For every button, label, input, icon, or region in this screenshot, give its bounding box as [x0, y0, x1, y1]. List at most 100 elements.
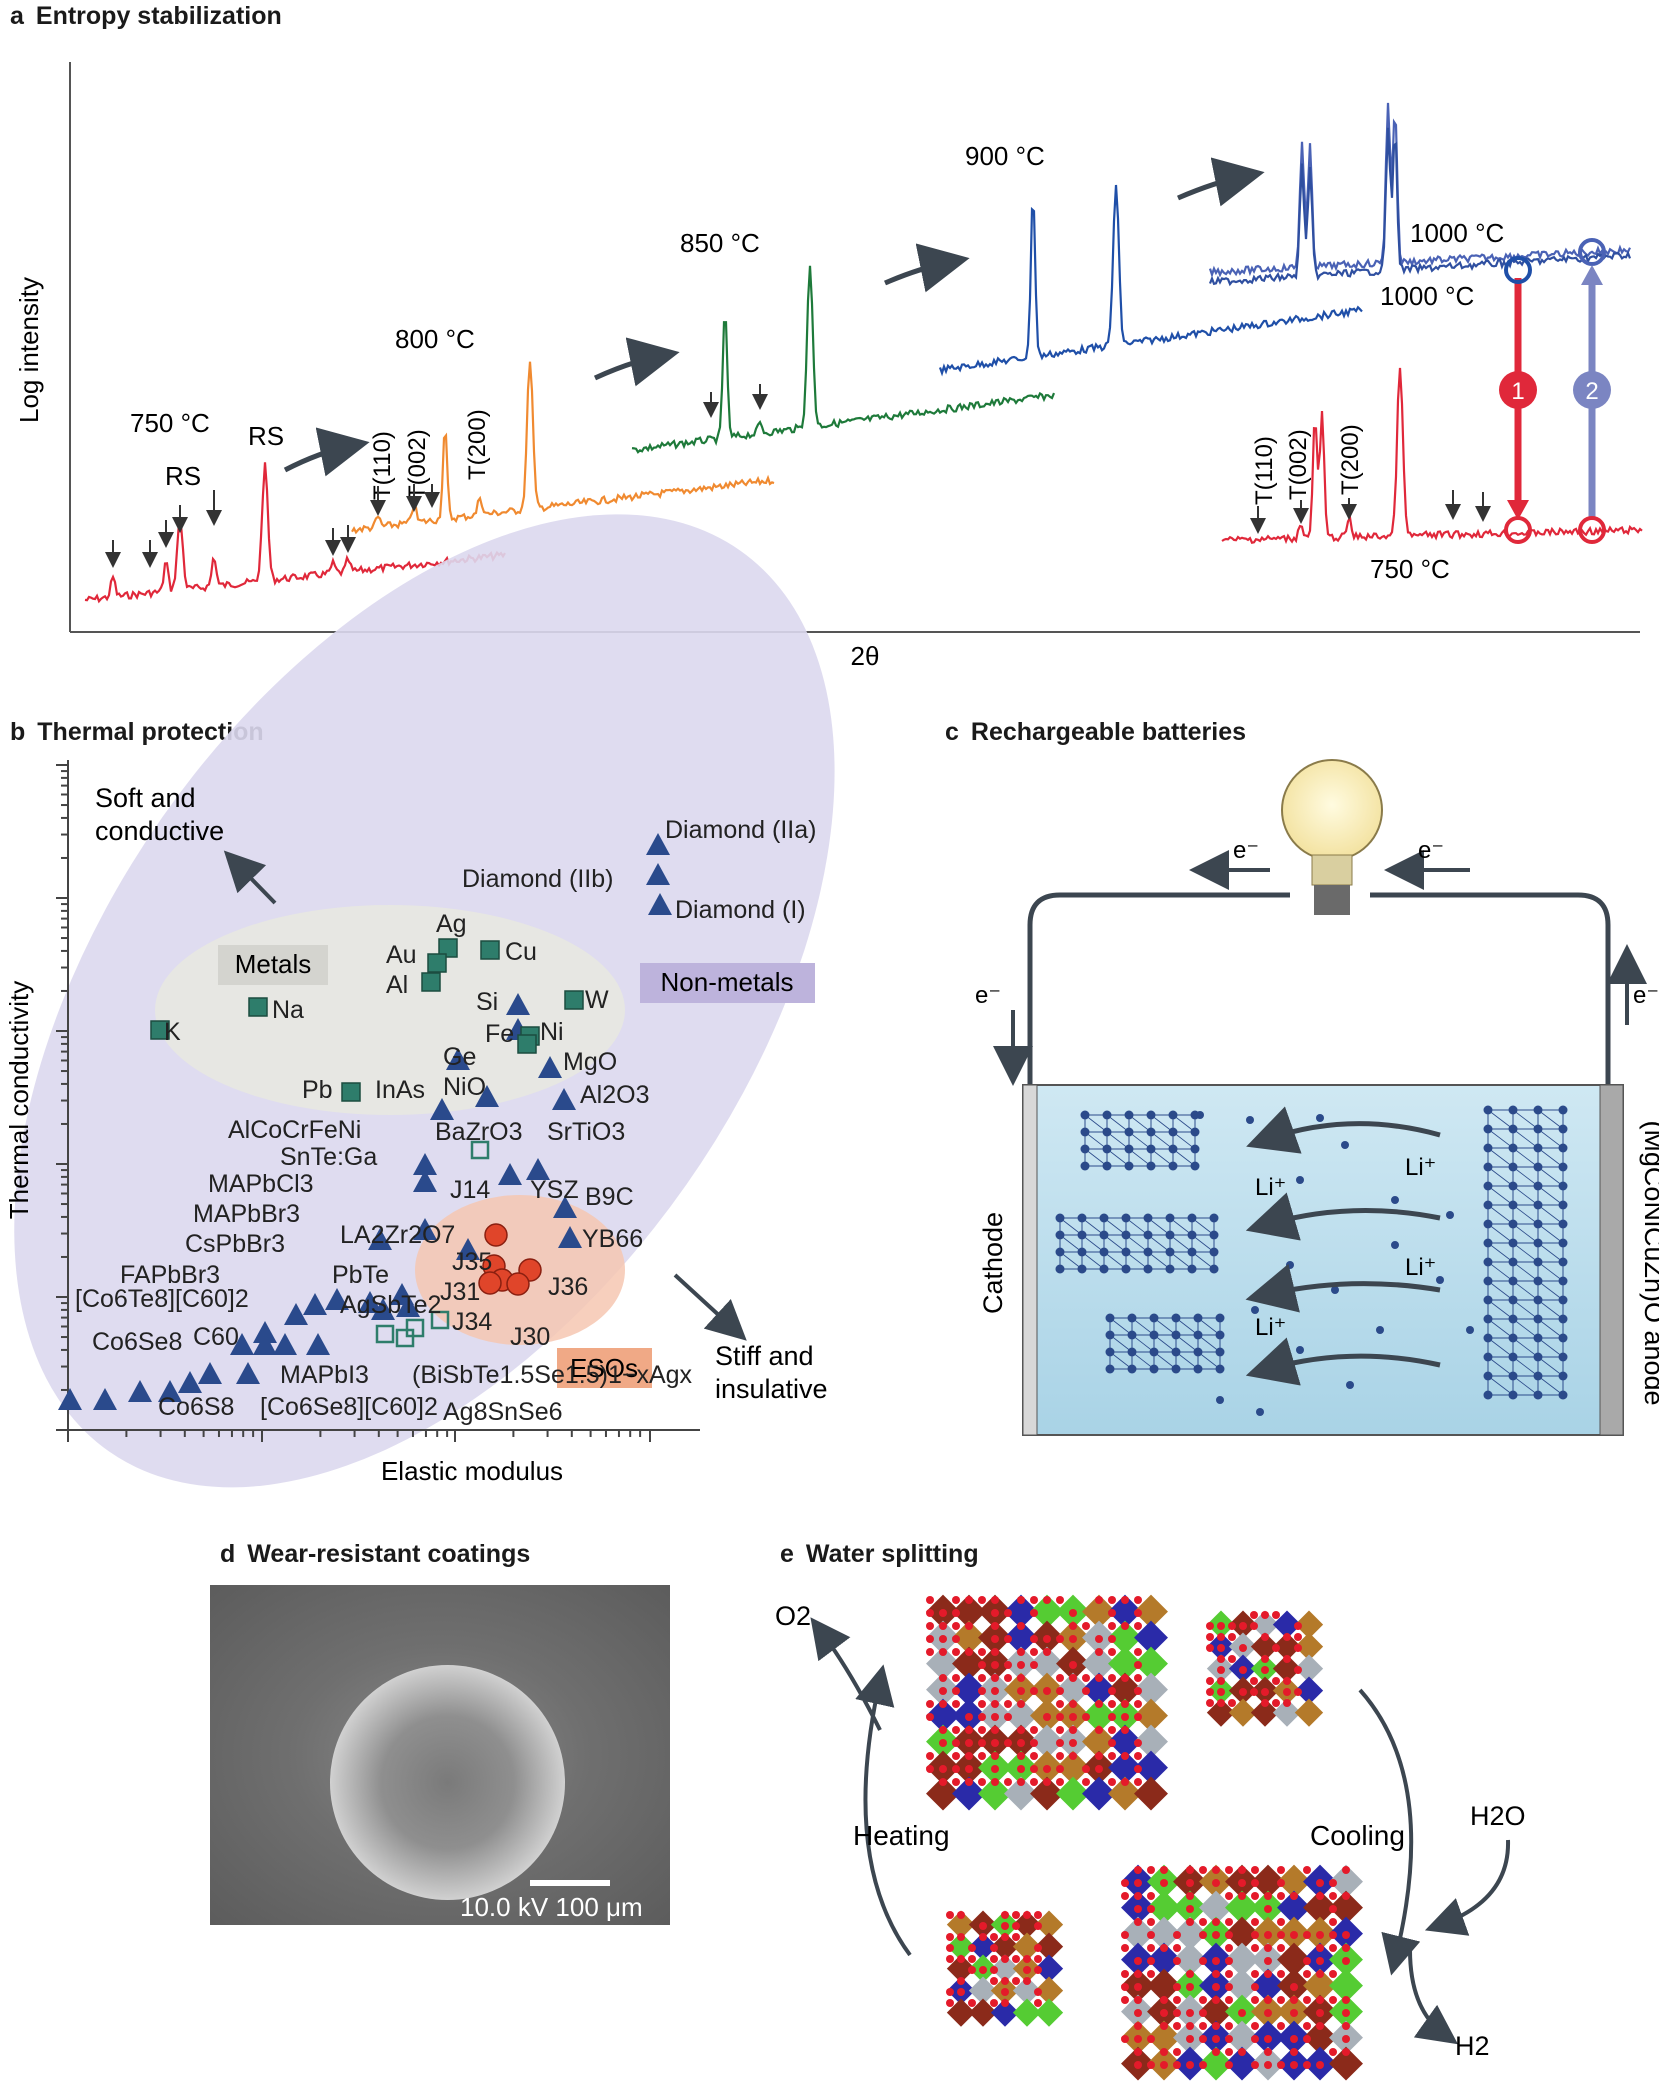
- o2-label: O2: [775, 1601, 811, 1631]
- panel-a-xlabel: 2θ: [851, 641, 880, 671]
- lattice-bond: [1103, 1251, 1127, 1270]
- label-mapbbr3: MAPbBr3: [193, 1200, 300, 1228]
- oxygen-atom: [1030, 1596, 1038, 1604]
- lattice-atom: [1483, 1390, 1493, 1400]
- lattice-bond: [1106, 1148, 1130, 1167]
- polyhedron: [1250, 1698, 1280, 1727]
- oxygen-atom: [1043, 1635, 1051, 1643]
- oxygen-atom: [1283, 1688, 1291, 1696]
- lattice-bond: [1147, 1217, 1171, 1236]
- panel-c-title: c Rechargeable batteries: [945, 718, 1247, 746]
- transition-arrows: [283, 157, 1265, 477]
- polyhedron: [1030, 1724, 1064, 1759]
- stiff-note-1: Stiff and: [715, 1341, 814, 1371]
- oxygen-atom: [1121, 1892, 1129, 1900]
- oxygen-atom: [1121, 1778, 1129, 1786]
- label-agsbte2: AgSbTe2: [340, 1291, 441, 1319]
- oxygen-atom: [968, 1966, 976, 1974]
- oxygen-atom: [1134, 1983, 1142, 1991]
- oxygen-atom: [1283, 1699, 1291, 1707]
- oxygen-atom: [1251, 1944, 1259, 1952]
- oxygen-atom: [926, 1648, 934, 1656]
- oxygen-atom: [1069, 1661, 1077, 1669]
- soft-note-2: conductive: [95, 816, 224, 846]
- oxygen-atom: [1030, 1661, 1038, 1669]
- lattice-atom: [1121, 1264, 1131, 1274]
- oxygen-atom: [1082, 1765, 1090, 1773]
- lattice-atom: [1209, 1230, 1219, 1240]
- oxygen-atom: [1001, 1977, 1009, 1985]
- cycle-step-1: 1: [1499, 256, 1537, 544]
- oxygen-atom: [1199, 1931, 1207, 1939]
- oxygen-atom: [952, 1635, 960, 1643]
- oxygen-atom: [1121, 1970, 1129, 1978]
- oxygen-atom: [1056, 1674, 1064, 1682]
- oxygen-atom: [1108, 1622, 1116, 1630]
- oxygen-atom: [1069, 1700, 1077, 1708]
- oxygen-atom: [1030, 1726, 1038, 1734]
- oxygen-atom: [1095, 1648, 1103, 1656]
- oxygen-atom: [946, 1999, 954, 2007]
- lattice-bond: [1084, 1131, 1108, 1150]
- li-arrow: [1245, 1263, 1441, 1313]
- oxygen-atom: [979, 1933, 987, 1941]
- label-la2zr2o7: LA2Zr2O7: [340, 1221, 455, 1249]
- polyhedron: [1108, 1620, 1142, 1655]
- trace-850: [631, 265, 1056, 454]
- lattice-bond: [1081, 1217, 1105, 1236]
- lattice-atom: [1483, 1162, 1493, 1172]
- oxygen-atom: [1283, 1633, 1291, 1641]
- oxygen-atom: [1264, 1996, 1272, 2004]
- cathode-label: Cathode: [978, 1212, 1008, 1314]
- oxygen-atom: [1030, 1648, 1038, 1656]
- oxygen-atom: [1217, 1655, 1225, 1663]
- oxygen-atom: [1056, 1596, 1064, 1604]
- oxygen-atom: [1108, 1648, 1116, 1656]
- oxygen-atom: [1030, 1687, 1038, 1695]
- lattice-bond: [1197, 1351, 1221, 1370]
- oxygen-atom: [990, 1966, 998, 1974]
- oxygen-atom: [1199, 1996, 1207, 2004]
- oxygen-atom: [957, 1911, 965, 1919]
- oxygen-atom: [1173, 2061, 1181, 2069]
- oxygen-atom: [1017, 1687, 1025, 1695]
- polyhedron: [1056, 1672, 1090, 1707]
- oxygen-atom: [939, 1765, 947, 1773]
- label-snte: SnTe:Ga: [280, 1143, 377, 1171]
- polyhedron: [990, 1998, 1020, 2027]
- lattice-atom: [1127, 1347, 1137, 1357]
- triangle-marker: [273, 1333, 297, 1355]
- lattice-atom: [1146, 1110, 1156, 1120]
- polyhedron: [1329, 1968, 1363, 2003]
- lattice-atom: [1483, 1257, 1493, 1267]
- lattice-atom: [1483, 1143, 1493, 1153]
- lattice-atom: [1143, 1264, 1153, 1274]
- oxygen-atom: [1160, 2022, 1168, 2030]
- oxygen-atom: [1316, 1892, 1324, 1900]
- polyhedron: [1034, 1976, 1064, 2005]
- oxygen-atom: [1225, 1957, 1233, 1965]
- label-fe: Fe: [485, 1020, 514, 1048]
- lattice-atom: [1121, 1230, 1131, 1240]
- lattice-atom: [1558, 1238, 1568, 1248]
- lattice-atom: [1483, 1276, 1493, 1286]
- polyhedron: [1108, 1724, 1142, 1759]
- triangle-marker: [475, 1085, 499, 1107]
- li-ion: [1391, 1241, 1399, 1249]
- lattice-bond: [1191, 1217, 1215, 1236]
- lattice-atom: [1193, 1364, 1203, 1374]
- oxygen-atom: [1023, 1911, 1031, 1919]
- polyhedron: [1225, 2046, 1259, 2081]
- oxygen-atom: [1095, 1635, 1103, 1643]
- oxygen-atom: [1004, 1700, 1012, 1708]
- oxygen-atom: [1134, 1739, 1142, 1747]
- oxygen-atom: [965, 1713, 973, 1721]
- oxygen-atom: [1121, 2035, 1129, 2043]
- oxygen-atom: [1264, 2035, 1272, 2043]
- oxygen-atom: [1251, 1892, 1259, 1900]
- oxygen-atom: [1225, 1866, 1233, 1874]
- oxygen-atom: [1134, 1765, 1142, 1773]
- oxygen-atom: [1134, 1648, 1142, 1656]
- lattice-atom: [1149, 1364, 1159, 1374]
- oxygen-atom: [1238, 2048, 1246, 2056]
